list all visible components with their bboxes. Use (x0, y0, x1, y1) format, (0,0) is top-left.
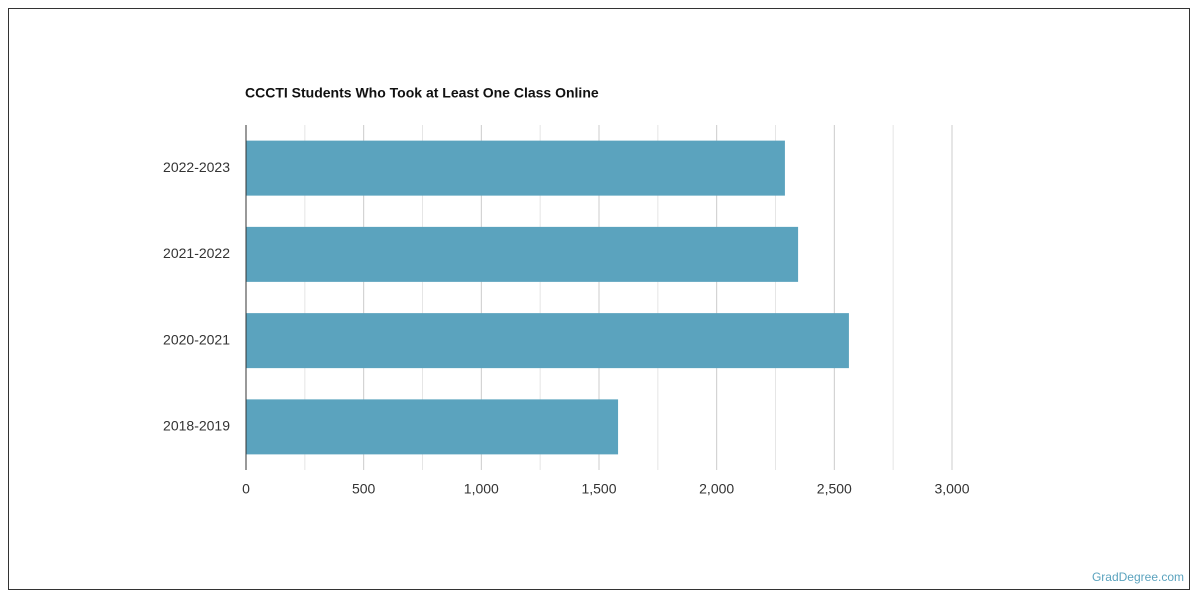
x-tick-label: 0 (242, 481, 250, 497)
x-tick-label: 1,000 (464, 481, 499, 497)
y-tick-label: 2020-2021 (163, 331, 230, 347)
y-tick-label: 2021-2022 (163, 245, 230, 261)
chart-title: CCCTI Students Who Took at Least One Cla… (245, 85, 599, 101)
x-tick-label: 500 (352, 481, 376, 497)
bar (246, 140, 785, 196)
x-tick-label: 3,000 (934, 481, 969, 497)
bar (246, 226, 799, 282)
watermark[interactable]: GradDegree.com (1092, 570, 1184, 584)
x-tick-label: 1,500 (581, 481, 616, 497)
bar (246, 313, 849, 369)
x-tick-label: 2,500 (817, 481, 852, 497)
y-tick-label: 2018-2019 (163, 418, 230, 434)
x-tick-label: 2,000 (699, 481, 734, 497)
bar (246, 399, 619, 455)
y-tick-label: 2022-2023 (163, 159, 230, 175)
